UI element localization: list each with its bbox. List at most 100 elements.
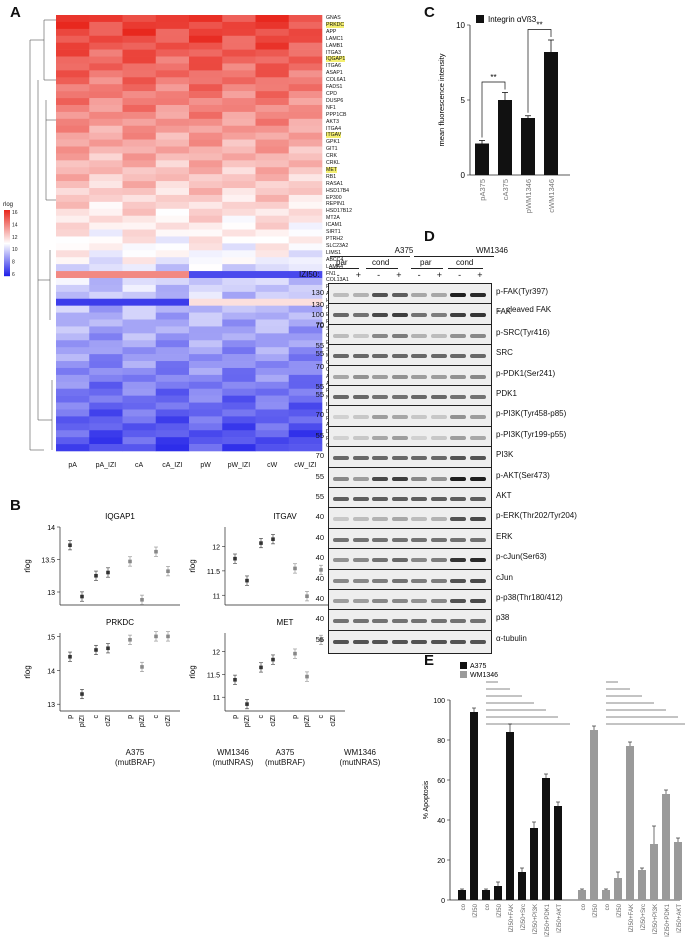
heatmap-cell [155,298,190,306]
heatmap-cell [189,188,223,196]
heatmap-cell [122,284,157,293]
wb-band [391,374,408,379]
wb-band [333,537,349,542]
gene-label: ITGA3 [326,49,341,56]
heatmap-cell [288,271,323,279]
gene-label: LIMS1 [326,249,341,256]
heatmap-cell [189,229,223,237]
heatmap-cell [189,340,223,348]
legend-gradient-step [4,270,10,272]
heatmap-cell [56,174,90,182]
data-point [140,665,144,669]
heatmap-cell [255,374,290,383]
heatmap-cell [288,84,323,92]
heatmap-cell [222,326,256,334]
x-tick-label: co [605,903,611,910]
group-wm-label: WM1346 [216,748,249,757]
heatmap-cell [189,388,223,396]
wb-band [391,619,408,624]
heatmap-cell [56,118,90,127]
data-point [233,556,237,561]
wb-mw-marker: 40 [315,512,324,522]
heatmap-cell [222,104,256,113]
heatmap-cell [288,326,323,334]
legend-gradient-step [4,260,10,262]
wb-band [333,578,349,583]
wb-blot [328,527,492,552]
heatmap-cell [56,444,90,452]
wb-band [372,558,388,563]
wb-protein-label: p-p38(Thr180/412) [496,593,563,602]
heatmap-cell [189,181,223,189]
heatmap-cell [89,409,123,417]
wb-band [352,578,369,583]
x-tick-label: IZI50+FAK [629,904,635,933]
wb-band [411,619,427,624]
gene-label: RASA1 [326,180,344,187]
heatmap-cell [189,271,223,279]
legend-gradient-step [4,219,10,221]
legend-gradient-step [4,268,10,270]
heatmap-cell [222,174,256,182]
gene-label: IQGAP1 [326,56,346,63]
heatmap-cell [222,35,256,43]
heatmap-cell [189,277,223,286]
heatmap-cell [122,298,157,306]
panel-b-title: PRKDC [106,618,134,627]
bar [590,730,598,900]
y-axis-label: rlog [188,665,197,678]
heatmap-cell [222,181,256,189]
wb-protein-label: cJun [496,572,513,582]
wb-header-wm: WM1346 [475,246,508,255]
heatmap-cell [122,21,157,30]
heatmap-cell [255,437,290,445]
legend-gradient-step [4,218,10,220]
heatmap-cell [222,98,256,106]
heatmap-cell [288,181,323,189]
data-point [80,692,84,696]
heatmap-cell [222,77,256,85]
heatmap-cell [288,312,323,320]
heatmap-cell [288,222,323,230]
heatmap-cell [122,381,157,390]
panel-b-plots: IQGAP11313.514rlogITGAV1111.512rlogPRKDC… [23,512,345,727]
heatmap-cell [89,264,123,272]
heatmap-cell [255,271,290,279]
gene-label: ICAM1 [326,222,342,229]
heatmap-cell [189,104,223,113]
heatmap-cell [155,77,190,85]
wb-cond-2: cond [456,258,474,267]
wb-mw-marker: 70 [315,320,324,330]
legend-gradient-step [4,225,10,227]
heatmap-cell [255,305,290,313]
heatmap-cell [122,77,157,85]
wb-band [469,456,486,461]
heatmap-cell [122,222,157,230]
wb-band [372,415,388,420]
heatmap-cell [222,188,256,196]
heatmap-cell [122,104,157,113]
heatmap-cell [155,21,190,30]
heatmap-cell [255,77,290,85]
heatmap-cell [222,160,256,168]
heatmap-cell [189,284,223,293]
heatmap-cell [222,42,256,50]
heatmap-cell [122,111,157,120]
heatmap-cell [288,132,323,140]
legend-gradient-step [4,246,10,248]
heatmap-cell [288,125,323,133]
legend-gradient-step [4,234,10,236]
heatmap-cell [222,395,256,403]
heatmap-cell [222,374,256,383]
bar [521,118,535,175]
wb-band [450,333,466,338]
heatmap-cell [255,153,290,161]
heatmap-cell [189,326,223,334]
heatmap-cell [255,188,290,196]
legend-tick: 16 [12,210,18,216]
heatmap-cell [89,333,123,341]
heatmap-cell [89,243,123,251]
heatmap-cell [89,257,123,265]
heatmap-cell [122,208,157,216]
heatmap-cell [255,298,290,306]
